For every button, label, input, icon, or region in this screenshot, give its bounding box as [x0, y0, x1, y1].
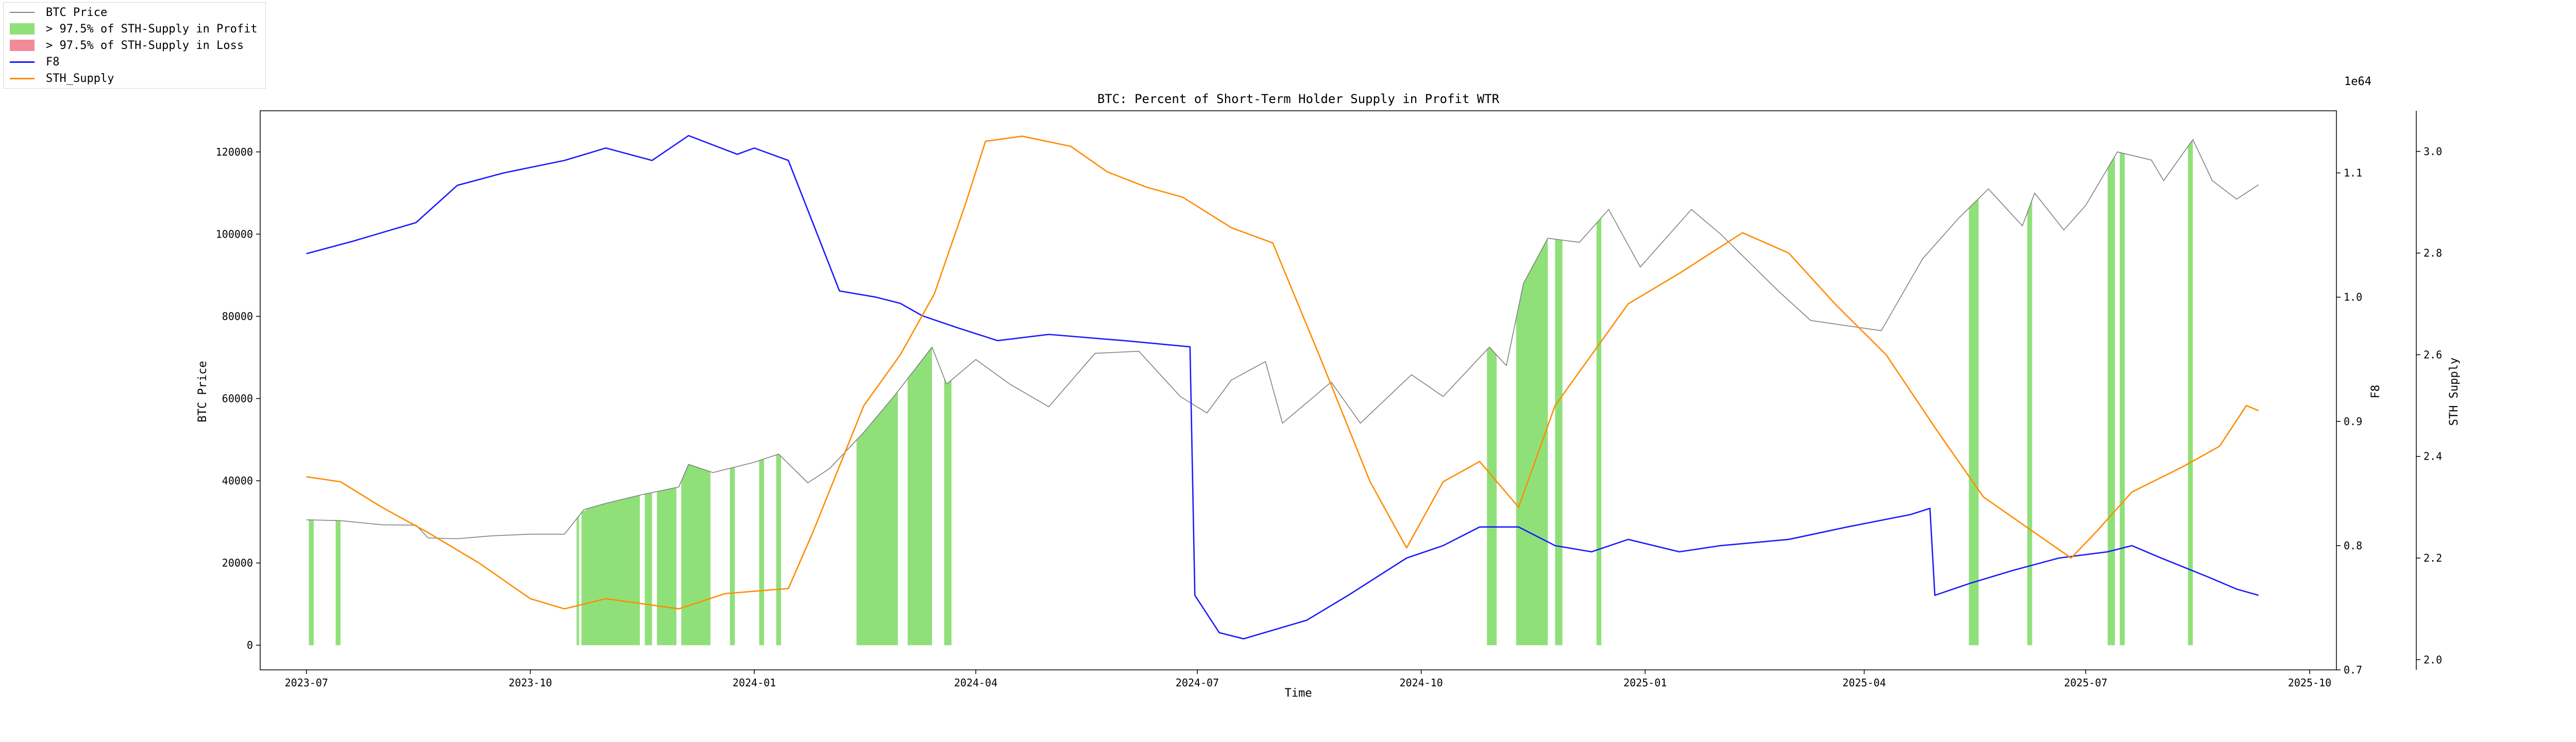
f8-tick-label: 0.7: [2344, 664, 2362, 676]
legend-label-loss: > 97.5% of STH-Supply in Loss: [46, 39, 244, 52]
btc-price-line: [306, 139, 2259, 539]
sth-supply-line: [306, 136, 2259, 610]
profit-region: [657, 487, 676, 646]
left-axis-label: BTC Price: [196, 361, 209, 422]
left-tick-label: 100000: [216, 228, 253, 240]
x-tick-label: 2023-10: [509, 677, 552, 689]
f8-tick-label: 0.9: [2344, 415, 2362, 428]
left-tick-label: 20000: [222, 557, 253, 569]
left-tick-label: 0: [247, 639, 253, 651]
legend-entry-profit: > 97.5% of STH-Supply in Profit: [10, 21, 258, 37]
legend-swatch-loss: [10, 40, 35, 51]
sth-supply-tick-label: 2.4: [2424, 450, 2442, 463]
left-tick-label: 120000: [216, 146, 253, 158]
x-tick-label: 2025-10: [2288, 677, 2331, 689]
profit-region: [1555, 239, 1563, 646]
legend-swatch-f8: [10, 61, 35, 63]
profit-region: [759, 459, 764, 646]
profit-region: [645, 493, 652, 646]
profit-region: [1969, 198, 1979, 646]
left-tick-label: 60000: [222, 392, 253, 404]
profit-region: [856, 391, 898, 646]
profit-region: [730, 467, 735, 646]
legend-swatch-profit: [10, 23, 35, 35]
left-tick-label: 80000: [222, 310, 253, 323]
sth-supply-tick-label: 2.6: [2424, 348, 2442, 361]
profit-region: [2107, 156, 2115, 646]
profit-region: [1487, 347, 1497, 646]
legend-entry-f8: F8: [10, 54, 60, 70]
profit-region: [577, 515, 579, 646]
x-tick-label: 2024-10: [1399, 677, 1443, 689]
x-tick-label: 2025-07: [2064, 677, 2107, 689]
x-tick-label: 2024-01: [733, 677, 776, 689]
x-tick-label: 2024-07: [1176, 677, 1219, 689]
x-tick-label: 2024-04: [954, 677, 997, 689]
profit-region: [776, 454, 781, 646]
x-tick-label: 2025-01: [1623, 677, 1667, 689]
legend-entry-loss: > 97.5% of STH-Supply in Loss: [10, 38, 244, 53]
profit-region: [1596, 217, 1602, 646]
legend-entry-sth-supply: STH_Supply: [10, 71, 114, 86]
f8-tick-label: 0.8: [2344, 539, 2362, 552]
plot-layer: 2023-07 2023-10 2024-01 2024-04 2024-07 2024-…: [216, 110, 2442, 689]
legend-entry-btc-price: BTC Price: [10, 5, 107, 20]
sth-supply-tick-label: 2.2: [2424, 552, 2442, 564]
legend: BTC Price > 97.5% of STH-Supply in Profi…: [3, 2, 266, 89]
profit-region: [309, 519, 314, 646]
sth-supply-axis-label: STH Supply: [2448, 358, 2461, 426]
profit-region: [2188, 139, 2193, 646]
f8-line: [306, 134, 2259, 639]
plot-frame: [260, 110, 2337, 670]
profit-region: [907, 347, 932, 646]
sth-supply-tick-label: 2.0: [2424, 653, 2442, 666]
sth-supply-tick-label: 2.8: [2424, 247, 2442, 259]
profit-region: [1516, 238, 1548, 646]
offset-text: 1e64: [2344, 75, 2371, 88]
legend-label-btc-price: BTC Price: [46, 6, 108, 19]
x-tick-label: 2023-07: [285, 677, 328, 689]
f8-axis-label: F8: [2369, 385, 2382, 399]
profit-region: [2027, 199, 2032, 646]
f8-tick-label: 1.1: [2344, 167, 2362, 179]
left-tick-label: 40000: [222, 475, 253, 487]
x-axis-label: Time: [1285, 687, 1312, 700]
chart-title: BTC: Percent of Short-Term Holder Supply…: [1097, 92, 1500, 106]
legend-label-sth-supply: STH_Supply: [46, 72, 114, 85]
legend-label-f8: F8: [46, 55, 60, 69]
profit-region: [2120, 152, 2125, 646]
legend-swatch-sth-supply: [10, 77, 35, 79]
profit-region: [944, 378, 952, 646]
sth-supply-tick-label: 3.0: [2424, 145, 2442, 158]
profit-region: [681, 464, 710, 646]
x-tick-label: 2025-04: [1842, 677, 1886, 689]
legend-swatch-btc-price: [10, 12, 35, 13]
f8-tick-label: 1.0: [2344, 291, 2362, 303]
profit-region: [581, 495, 640, 646]
profit-region: [335, 520, 341, 646]
legend-label-profit: > 97.5% of STH-Supply in Profit: [46, 22, 258, 36]
